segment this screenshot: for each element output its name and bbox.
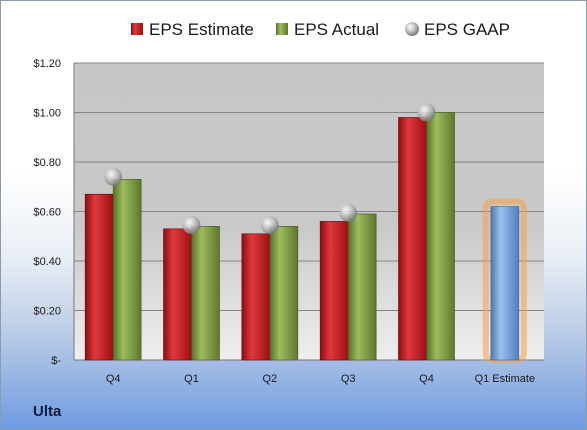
y-axis: $1.20 $1.00 $0.80 $0.60 $0.40 $0.20 $- (33, 58, 544, 367)
bar-eps-estimate (163, 228, 192, 361)
bar-eps-actual (347, 213, 377, 361)
marker-eps-gaap (104, 167, 123, 186)
bar-eps-estimate (241, 233, 271, 361)
marker-eps-gaap (260, 216, 279, 235)
x-axis: Q4 Q1 Q2 Q3 Q4 Q1 Estimate (106, 373, 535, 385)
y-tick-label: $- (51, 355, 61, 367)
x-tick-label: Q4 (106, 373, 121, 385)
legend-swatch-eps-gaap (405, 22, 419, 36)
x-tick-label: Q1 Estimate (475, 373, 536, 385)
x-tick-label: Q2 (262, 373, 277, 385)
bars (84, 112, 527, 363)
bar-eps-actual (426, 112, 455, 361)
bar-q1-estimate (490, 206, 520, 361)
x-tick-label: Q4 (419, 373, 434, 385)
legend-swatch (276, 23, 288, 35)
gaap-markers (104, 103, 436, 235)
marker-eps-gaap (417, 103, 436, 122)
y-tick-label: $1.20 (33, 58, 61, 70)
legend-label: EPS GAAP (424, 20, 510, 39)
legend-label: EPS Actual (294, 20, 379, 39)
bar-eps-actual (191, 226, 220, 361)
y-tick-label: $0.60 (33, 207, 61, 219)
y-tick-label: $1.00 (33, 108, 61, 120)
bar-eps-actual (112, 179, 142, 361)
bar-eps-estimate (319, 221, 349, 361)
marker-eps-gaap (339, 203, 358, 222)
bar-eps-estimate (84, 193, 114, 361)
marker-eps-gaap (182, 216, 201, 235)
legend-swatch (131, 23, 143, 35)
x-tick-label: Q1 (184, 373, 199, 385)
y-tick-label: $0.20 (33, 306, 61, 318)
y-tick-label: $0.80 (33, 157, 61, 169)
bar-eps-actual (269, 226, 299, 361)
x-tick-label: Q3 (341, 373, 356, 385)
y-tick-label: $0.40 (33, 256, 61, 268)
legend: EPS Estimate EPS Actual EPS GAAP (131, 20, 510, 39)
grid (74, 62, 544, 311)
legend-label: EPS Estimate (149, 20, 254, 39)
company-label: Ulta (33, 403, 62, 420)
bar-eps-estimate (398, 117, 427, 361)
